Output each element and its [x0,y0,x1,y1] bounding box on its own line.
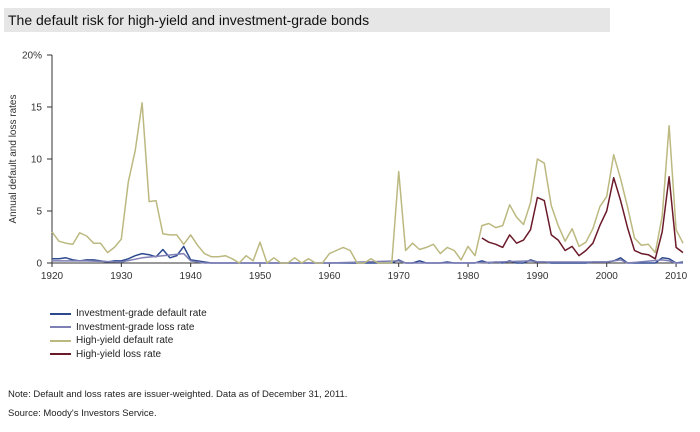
y-tick-label: 15 [31,103,43,114]
x-tick-label: 1930 [110,271,133,282]
axes: 0 5 10 15 20% 1920 1930 1940 1950 1960 1970 1980 199… [8,51,688,283]
y-tick-label: 10 [31,155,43,166]
legend-swatch [50,326,71,329]
x-tick-label: 1940 [180,271,203,282]
series-line-4 [481,175,684,260]
series-line-2 [52,252,683,264]
series-layer [51,102,684,264]
x-tick-label: 1920 [41,271,64,282]
series-line-3 [51,102,684,264]
legend-item: High-yield default rate [50,334,207,348]
legend-label: Investment-grade loss rate [76,321,195,333]
y-tick-label: 0 [36,259,42,270]
note-text: Note: Default and loss rates are issuer-… [8,389,348,400]
legend-label: High-yield loss rate [76,348,162,360]
x-tick-label: 1970 [388,271,411,282]
chart-title: The default risk for high-yield and inve… [8,12,370,28]
legend-item: Investment-grade loss rate [50,321,207,335]
legend-item: Investment-grade default rate [50,307,207,321]
y-axis-label: Annual default and loss rates [8,95,19,224]
chart-area: 0 5 10 15 20% 1920 1930 1940 1950 1960 1970 1980 199… [8,51,688,283]
x-tick-label: 1990 [526,271,549,282]
y-tick-label: 20% [22,51,42,62]
x-tick-label: 2000 [596,271,619,282]
legend-swatch [50,312,71,315]
legend-label: High-yield default rate [76,335,174,347]
x-tick-label: 1960 [318,271,341,282]
legend-swatch [50,353,71,356]
x-tick-label: 2010 [665,271,688,282]
legend-swatch [50,339,71,342]
title-bar [4,8,610,32]
y-tick-label: 5 [36,207,42,218]
source-text: Source: Moody's Investors Service. [8,408,157,419]
x-tick-label: 1980 [457,271,480,282]
x-tick-label: 1950 [249,271,272,282]
legend: Investment-grade default rate Investment-… [50,307,207,361]
legend-label: Investment-grade default rate [76,308,207,320]
legend-item: High-yield loss rate [50,348,207,362]
